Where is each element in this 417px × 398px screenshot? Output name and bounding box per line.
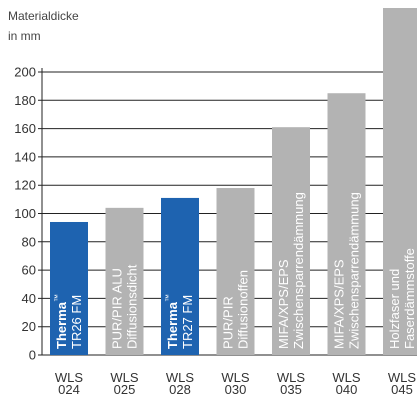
x-category-0-1: 024 <box>58 382 80 397</box>
y-tick-60: 60 <box>22 263 36 278</box>
x-category-6-1: 045 <box>391 382 413 397</box>
brand-name: Therma <box>165 301 180 349</box>
bar-label-6: Holzfaser und Faserdämmstoffe <box>387 248 417 349</box>
brand-name: Therma <box>54 301 69 349</box>
bar-label-line-2: TR27 FM <box>180 295 195 349</box>
bars-group: Therma™ TR26 FM PUR/PIR ALU Diffusionsdicht… <box>50 8 417 355</box>
y-axis-label-line2: in mm <box>8 29 41 43</box>
y-tick-80: 80 <box>22 234 36 249</box>
bar-label-line-0: TR26 FM <box>69 295 84 349</box>
bar-label-3: PUR/PIR Diffusionoffen <box>221 270 251 349</box>
bar-5 <box>327 93 366 355</box>
bar-1 <box>105 207 144 355</box>
bar-3 <box>216 188 255 355</box>
bar-label-brand-0: Therma™ <box>53 294 69 349</box>
bar-label-brand-2: Therma™ <box>164 294 180 349</box>
x-category-5-0: WLS <box>332 370 361 385</box>
bar-label-1: PUR/PIR ALU Diffusionsdicht <box>110 264 140 349</box>
bar-6 <box>383 8 417 355</box>
bar-0 <box>50 221 88 355</box>
x-category-labels: WLS024WLS025WLS028WLS030WLS035WLS040WLS0… <box>55 370 417 397</box>
bar-label-line-6-0: Holzfaser und <box>387 269 402 349</box>
bar-label-0: Therma™ TR26 FM <box>53 294 84 349</box>
y-tick-140: 140 <box>14 149 36 164</box>
x-category-1-0: WLS <box>110 370 139 385</box>
bar-label-line-4-0: MIFA/XPS/EPS <box>276 259 291 349</box>
bar-label-4: MIFA/XPS/EPS Zwischensparrendämmung <box>276 192 306 349</box>
y-axis-label-line1: Materialdicke <box>8 9 79 23</box>
bar-label-line-3-1: Diffusionoffen <box>236 270 251 349</box>
x-category-0-0: WLS <box>55 370 84 385</box>
y-tick-160: 160 <box>14 121 36 136</box>
x-category-2-1: 028 <box>169 382 191 397</box>
bar-label-line-1-0: PUR/PIR ALU <box>110 268 125 349</box>
bar-label-line-4-1: Zwischensparrendämmung <box>291 192 306 349</box>
y-tick-labels: 0 20 40 60 80 100 120 140 160 180 200 <box>14 65 36 363</box>
x-category-3-1: 030 <box>225 382 247 397</box>
bar-label-line-5-1: Zwischensparrendämmung <box>347 192 362 349</box>
x-category-4-1: 035 <box>280 382 302 397</box>
x-category-5-1: 040 <box>336 382 358 397</box>
y-tick-180: 180 <box>14 93 36 108</box>
y-tick-120: 120 <box>14 178 36 193</box>
bar-2 <box>161 197 199 355</box>
bar-label-line-5-0: MIFA/XPS/EPS <box>332 259 347 349</box>
x-category-3-0: WLS <box>221 370 250 385</box>
bar-4 <box>272 127 310 355</box>
y-tick-200: 200 <box>14 65 36 80</box>
y-tick-0: 0 <box>29 348 36 363</box>
x-category-6-0: WLS <box>388 370 417 385</box>
bar-label-line-6-1: Faserdämmstoffe <box>402 248 417 349</box>
x-category-4-0: WLS <box>277 370 306 385</box>
bar-label-5: MIFA/XPS/EPS Zwischensparrendämmung <box>332 192 362 349</box>
bar-label-line-3-0: PUR/PIR <box>221 296 236 349</box>
trademark-sign: ™ <box>164 294 173 302</box>
x-category-1-1: 025 <box>114 382 136 397</box>
trademark-sign: ™ <box>53 294 62 302</box>
x-category-2-0: WLS <box>166 370 195 385</box>
y-tick-100: 100 <box>14 206 36 221</box>
bar-label-2: Therma™ TR27 FM <box>164 294 195 349</box>
y-tick-40: 40 <box>22 291 36 306</box>
y-tick-20: 20 <box>22 319 36 334</box>
bar-label-line-1-1: Diffusionsdicht <box>125 264 140 349</box>
